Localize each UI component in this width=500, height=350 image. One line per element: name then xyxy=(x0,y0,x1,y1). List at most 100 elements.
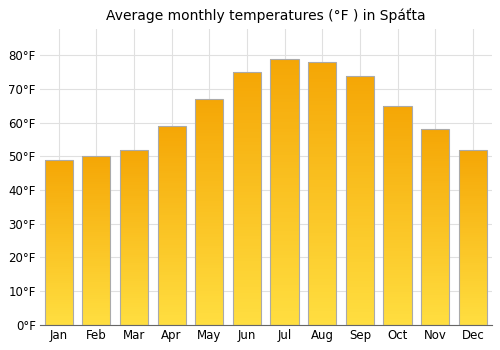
Bar xyxy=(421,259,450,261)
Bar xyxy=(233,195,261,198)
Bar xyxy=(120,165,148,167)
Bar xyxy=(44,261,73,263)
Bar xyxy=(82,293,110,295)
Bar xyxy=(421,134,450,137)
Bar xyxy=(233,230,261,233)
Bar xyxy=(158,290,186,292)
Bar xyxy=(82,280,110,282)
Bar xyxy=(384,322,411,324)
Title: Average monthly temperatures (°F ) in Spáťta: Average monthly temperatures (°F ) in Sp… xyxy=(106,8,426,23)
Bar xyxy=(195,206,224,209)
Bar xyxy=(308,78,336,82)
Bar xyxy=(44,259,73,261)
Bar xyxy=(158,178,186,181)
Bar xyxy=(158,250,186,253)
Bar xyxy=(346,94,374,97)
Bar xyxy=(44,166,73,168)
Bar xyxy=(346,175,374,178)
Bar xyxy=(158,235,186,238)
Bar xyxy=(346,312,374,315)
Bar xyxy=(270,231,298,235)
Bar xyxy=(421,256,450,259)
Bar xyxy=(233,217,261,220)
Bar xyxy=(308,131,336,134)
Bar xyxy=(158,275,186,277)
Bar xyxy=(346,281,374,284)
Bar xyxy=(421,286,450,288)
Bar xyxy=(458,257,487,259)
Bar xyxy=(120,274,148,276)
Bar xyxy=(384,114,411,117)
Bar xyxy=(346,122,374,125)
Bar xyxy=(195,184,224,187)
Bar xyxy=(158,131,186,133)
Bar xyxy=(308,183,336,187)
Bar xyxy=(421,154,450,156)
Bar xyxy=(384,125,411,128)
Bar xyxy=(346,265,374,268)
Bar xyxy=(44,314,73,316)
Bar xyxy=(458,213,487,215)
Bar xyxy=(270,148,298,152)
Bar xyxy=(421,239,450,241)
Bar xyxy=(346,262,374,265)
Bar xyxy=(195,110,224,113)
Bar xyxy=(346,97,374,100)
Bar xyxy=(346,125,374,128)
Bar xyxy=(82,257,110,259)
Bar xyxy=(120,261,148,263)
Bar xyxy=(270,245,298,248)
Bar xyxy=(458,156,487,158)
Bar xyxy=(346,79,374,82)
Bar xyxy=(120,298,148,300)
Bar xyxy=(421,193,450,195)
Bar xyxy=(308,125,336,128)
Bar xyxy=(233,161,261,164)
Bar xyxy=(421,186,450,188)
Bar xyxy=(458,211,487,213)
Bar xyxy=(233,293,261,296)
Bar xyxy=(270,268,298,271)
Bar xyxy=(270,192,298,195)
Bar xyxy=(44,308,73,310)
Bar xyxy=(384,210,411,212)
Bar xyxy=(158,292,186,295)
Bar xyxy=(346,300,374,303)
Bar xyxy=(458,176,487,178)
Bar xyxy=(346,247,374,250)
Bar xyxy=(308,154,336,157)
Bar xyxy=(158,322,186,324)
Bar xyxy=(120,193,148,196)
Bar xyxy=(458,163,487,165)
Bar xyxy=(82,232,110,234)
Bar xyxy=(458,270,487,272)
Bar xyxy=(270,175,298,178)
Bar xyxy=(158,310,186,312)
Bar xyxy=(44,217,73,219)
Bar xyxy=(120,285,148,287)
Bar xyxy=(195,294,224,296)
Bar xyxy=(384,237,411,240)
Bar xyxy=(158,205,186,208)
Bar xyxy=(195,113,224,116)
Bar xyxy=(158,270,186,272)
Bar xyxy=(346,156,374,160)
Bar xyxy=(158,285,186,287)
Bar xyxy=(195,243,224,246)
Bar xyxy=(158,223,186,225)
Bar xyxy=(158,307,186,310)
Bar xyxy=(421,234,450,237)
Bar xyxy=(233,309,261,312)
Bar xyxy=(195,319,224,322)
Bar xyxy=(421,210,450,212)
Bar xyxy=(120,152,148,154)
Bar xyxy=(458,307,487,309)
Bar xyxy=(346,141,374,144)
Bar xyxy=(270,271,298,275)
Bar xyxy=(421,227,450,229)
Bar xyxy=(82,251,110,253)
Bar xyxy=(233,145,261,148)
Bar xyxy=(82,180,110,182)
Bar xyxy=(233,170,261,173)
Bar xyxy=(308,298,336,302)
